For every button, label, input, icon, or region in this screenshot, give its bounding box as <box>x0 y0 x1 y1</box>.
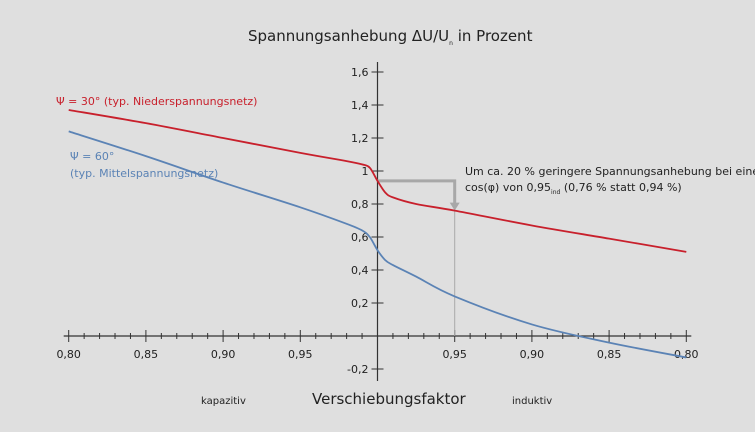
y-tick-label: 0,6 <box>351 231 369 244</box>
chart-title: Spannungsanhebung ΔU/Un in Prozent <box>248 27 532 47</box>
x-tick-label: 0,85 <box>597 348 622 361</box>
annotation-b: (0,76 % statt 0,94 %) <box>560 181 682 194</box>
legend-red: Ψ = 30° (typ. Niederspannungsnetz) <box>56 95 258 108</box>
y-tick-label: 1 <box>362 165 369 178</box>
x-tick-label: 0,80 <box>56 348 81 361</box>
annotation-line1: Um ca. 20 % geringere Spannungsanhebung … <box>465 165 755 178</box>
x-tick-label: 0,90 <box>211 348 236 361</box>
x-right-label: induktiv <box>512 396 553 407</box>
y-tick-label: 0,4 <box>351 264 369 277</box>
x-tick-label: 0,95 <box>288 348 313 361</box>
legend-blue-sub: (typ. Mittelspannungsnetz) <box>70 167 219 180</box>
x-tick-label: 0,85 <box>134 348 159 361</box>
x-left-label: kapazitiv <box>201 396 246 407</box>
series-line-1 <box>68 130 687 359</box>
y-tick-label: 0,2 <box>351 297 369 310</box>
title-sub: n <box>449 40 453 47</box>
y-tick-label: 1,2 <box>351 132 369 145</box>
y-tick-label: 1,4 <box>351 99 369 112</box>
title-suffix: in Prozent <box>452 27 533 45</box>
y-tick-label: 0,8 <box>351 198 369 211</box>
annotation-sub: ind <box>551 189 561 197</box>
annotation-bracket <box>377 179 457 205</box>
annotation-arrow-icon <box>449 202 460 211</box>
title-main: Spannungsanhebung ΔU/U <box>248 27 450 45</box>
x-tick-label: 0,80 <box>674 348 699 361</box>
y-tick-label: -0,2 <box>347 363 368 376</box>
y-tick-label: 1,6 <box>351 66 369 79</box>
annotation-a: cos(φ) von 0,95 <box>465 181 552 194</box>
x-tick-label: 0,95 <box>442 348 467 361</box>
x-axis-title: Verschiebungsfaktor <box>312 390 466 408</box>
series-line-0 <box>68 109 687 253</box>
x-tick-label: 0,90 <box>520 348 545 361</box>
annotation-line2: cos(φ) von 0,95ind (0,76 % statt 0,94 %) <box>465 181 682 196</box>
legend-blue: Ψ = 60° <box>70 150 115 163</box>
